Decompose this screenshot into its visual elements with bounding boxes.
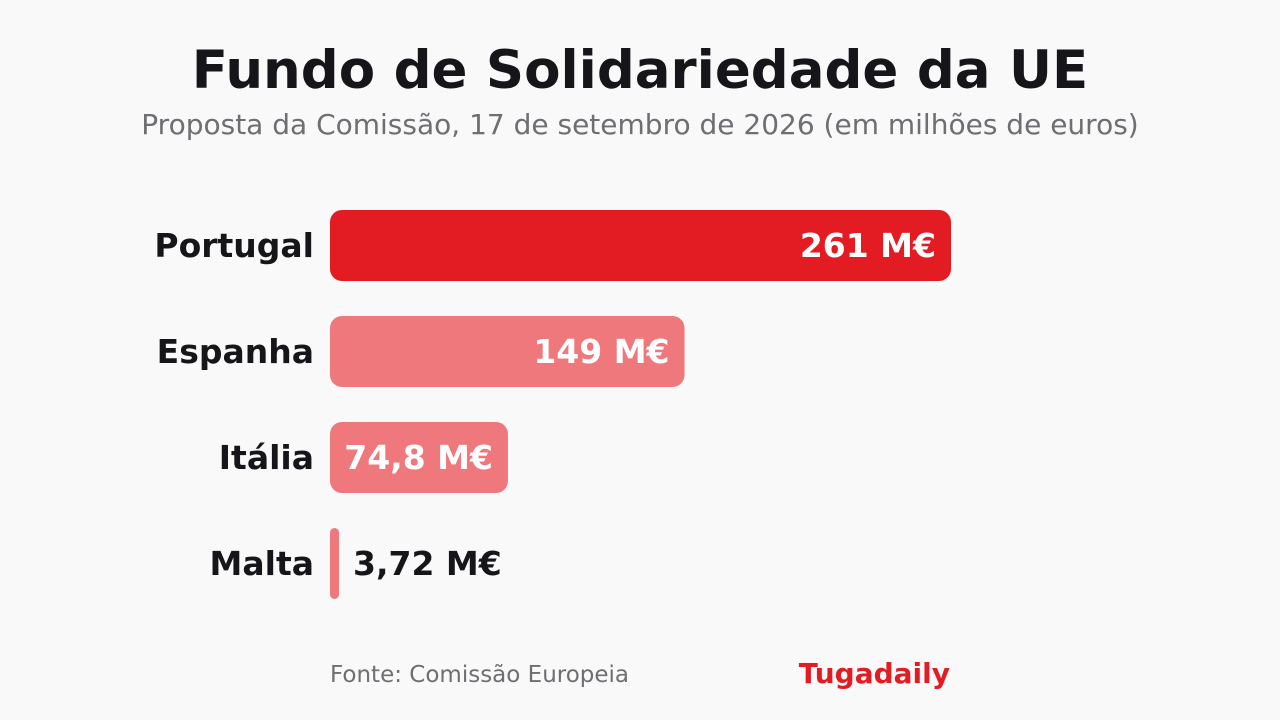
brand-logo: Tugadaily (798, 657, 950, 690)
bar-portugal (330, 210, 951, 281)
value-label: 149 M€ (533, 332, 669, 371)
value-label: 74,8 M€ (344, 438, 493, 477)
value-label: 261 M€ (800, 226, 936, 265)
category-label: Portugal (154, 226, 314, 265)
bar-espanha (330, 316, 685, 387)
value-label: 3,72 M€ (353, 544, 502, 583)
category-label: Espanha (157, 332, 314, 371)
bar-malta (330, 528, 339, 599)
category-label: Itália (219, 438, 314, 477)
chart-title: Fundo de Solidariedade da UE (191, 40, 1089, 101)
category-label: Malta (210, 544, 314, 583)
bar-itália (330, 422, 508, 493)
source-note: Fonte: Comissão Europeia (330, 662, 630, 688)
chart-subtitle: Proposta da Comissão, 17 de setembro de … (141, 108, 1139, 141)
